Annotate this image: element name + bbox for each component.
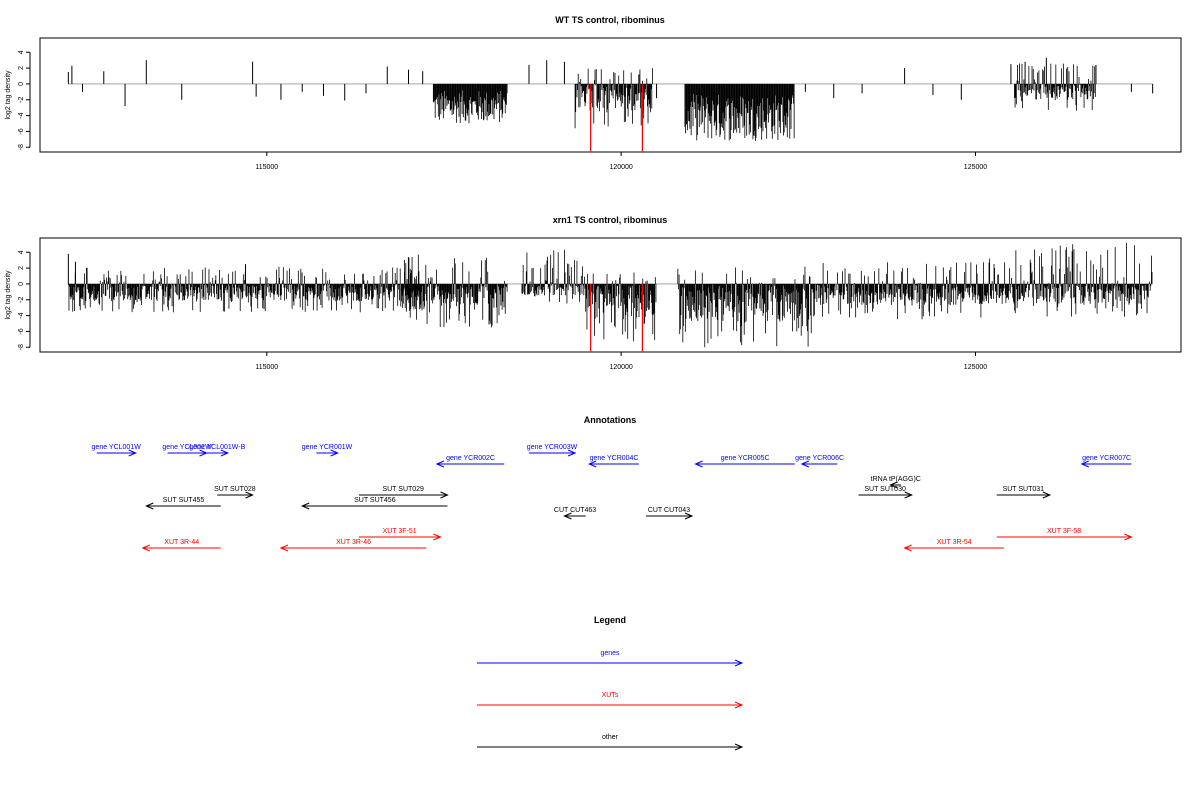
wt-track-title: WT TS control, ribominus: [555, 15, 665, 25]
xrn1-y-tick-label: 0: [18, 282, 25, 286]
feature-gene-ycr006c: gene YCR006C: [795, 455, 844, 468]
xrn1-y-tick-label: -4: [18, 312, 25, 318]
legend-item-genes: genes: [477, 650, 744, 667]
feature-label: SUT SUT031: [1003, 486, 1045, 493]
feature-gene-ycr007c: gene YCR007C: [1080, 455, 1132, 468]
wt-y-tick-label: 0: [18, 82, 25, 86]
feature-label: SUT SUT029: [382, 486, 424, 493]
legend-item-other: other: [477, 734, 744, 751]
xrn1-bars: [67, 242, 1153, 352]
feature-gene-ycr001w: gene YCR001W: [302, 444, 353, 457]
feature-label: gene YCR006C: [795, 455, 844, 462]
feature-label: gene YCR005C: [721, 455, 770, 462]
xrn1-x-tick-label: 125000: [964, 364, 987, 371]
feature-gene-ycr003w: gene YCR003W: [527, 444, 578, 457]
wt-x-axis: 115000 120000 125000: [255, 152, 987, 171]
xrn1-track-title: xrn1 TS control, ribominus: [553, 215, 668, 225]
wt-y-tick-label: 2: [18, 66, 25, 70]
feature-gene-ycr005c: gene YCR005C: [694, 455, 795, 468]
legend-item-label: other: [602, 734, 619, 741]
feature-gene-ycr004c: gene YCR004C: [587, 455, 639, 468]
xrn1-y-tick-label: -8: [18, 344, 25, 350]
annotations-title: Annotations: [584, 415, 637, 425]
feature-label: XUT 3R-44: [164, 539, 199, 546]
feature-label: CUT CUT043: [648, 507, 690, 514]
feature-xut-3f-58: XUT 3F-58: [996, 528, 1133, 541]
wt-track-panel: WT TS control, ribominus log2 tag densit…: [5, 15, 1182, 171]
legend-item-xuts: XUTs: [477, 692, 744, 709]
xrn1-y-axis-label: log2 tag density: [5, 270, 12, 320]
annotations-track: Annotations gene YCL001W gene YCL002Wgene…: [92, 415, 1133, 552]
feature-xut-3r-54: XUT 3R-54: [903, 539, 1004, 552]
feature-label: gene YCR001W: [302, 444, 353, 451]
xrn1-y-tick-label: -2: [18, 297, 25, 303]
xrn1-x-axis: 115000 120000 125000: [255, 352, 987, 371]
legend: Legend genes XUTs other: [477, 615, 744, 751]
legend-items: genes XUTs other: [477, 650, 744, 751]
xrn1-track-panel: xrn1 TS control, ribominus log2 tag dens…: [5, 215, 1182, 371]
feature-label: SUT SUT456: [354, 497, 396, 504]
feature-sut-sut456: SUT SUT456: [300, 497, 448, 510]
wt-x-tick-label: 125000: [964, 164, 987, 171]
feature-label: XUT 3R-46: [336, 539, 371, 546]
xrn1-x-tick-label: 115000: [255, 364, 278, 371]
feature-gene-ycl001w-b: gene YCL001W-B: [189, 444, 246, 457]
feature-sut-sut455: SUT SUT455: [145, 497, 221, 510]
feature-cut-cut463: CUT CUT463: [554, 507, 596, 520]
feature-label: tRNA tP(AGG)C: [871, 476, 921, 483]
xrn1-y-tick-label: 2: [18, 266, 25, 270]
wt-y-tick-label: -4: [18, 112, 25, 118]
legend-item-label: genes: [600, 650, 620, 657]
wt-x-tick-label: 115000: [255, 164, 278, 171]
wt-y-tick-label: -6: [18, 128, 25, 134]
xrn1-y-tick-label: -6: [18, 328, 25, 334]
feature-label: gene YCR007C: [1082, 455, 1131, 462]
wt-y-axis-label: log2 tag density: [5, 70, 12, 120]
wt-y-tick-label: -2: [18, 97, 25, 103]
feature-gene-ycl001w: gene YCL001W: [92, 444, 142, 457]
feature-label: XUT 3F-58: [1047, 528, 1081, 535]
wt-y-axis: -8 -6 -4 -2 0 2 4: [18, 50, 31, 150]
xrn1-y-tick-label: 4: [18, 250, 25, 254]
xrn1-y-axis: -8 -6 -4 -2 0 2 4: [18, 250, 31, 350]
feature-label: gene YCR004C: [590, 455, 639, 462]
wt-y-tick-label: -8: [18, 144, 25, 150]
feature-label: SUT SUT030: [864, 486, 906, 493]
feature-label: gene YCR003W: [527, 444, 578, 451]
feature-label: XUT 3F-51: [383, 528, 417, 535]
feature-label: CUT CUT463: [554, 507, 596, 514]
legend-item-label: XUTs: [602, 692, 619, 699]
wt-y-tick-label: 4: [18, 50, 25, 54]
feature-sut-sut029: SUT SUT029: [358, 486, 449, 499]
feature-sut-sut030: SUT SUT030: [858, 486, 913, 499]
feature-xut-3r-46: XUT 3R-46: [279, 539, 427, 552]
feature-xut-3r-44: XUT 3R-44: [141, 539, 221, 552]
feature-gene-ycr002c: gene YCR002C: [435, 455, 505, 468]
feature-label: SUT SUT455: [163, 497, 205, 504]
xrn1-plot-frame: [39, 237, 1182, 353]
wt-bars: [67, 57, 1154, 152]
feature-sut-sut028: SUT SUT028: [214, 486, 256, 499]
feature-label: XUT 3R-54: [937, 539, 972, 546]
feature-xut-3f-51: XUT 3F-51: [358, 528, 442, 541]
xrn1-x-tick-label: 120000: [609, 364, 632, 371]
feature-label: gene YCL002W: [162, 444, 212, 451]
feature-sut-sut031: SUT SUT031: [996, 486, 1052, 499]
feature-label: gene YCL001W-B: [189, 444, 245, 451]
feature-cut-cut043: CUT CUT043: [645, 507, 694, 520]
wt-plot-frame: [39, 37, 1182, 153]
wt-x-tick-label: 120000: [609, 164, 632, 171]
legend-title: Legend: [594, 615, 626, 625]
feature-trna-tp-agg-c: tRNA tP(AGG)C: [871, 476, 921, 489]
feature-label: gene YCR002C: [446, 455, 495, 462]
feature-label: gene YCL001W: [92, 444, 142, 451]
feature-label: SUT SUT028: [214, 486, 256, 493]
